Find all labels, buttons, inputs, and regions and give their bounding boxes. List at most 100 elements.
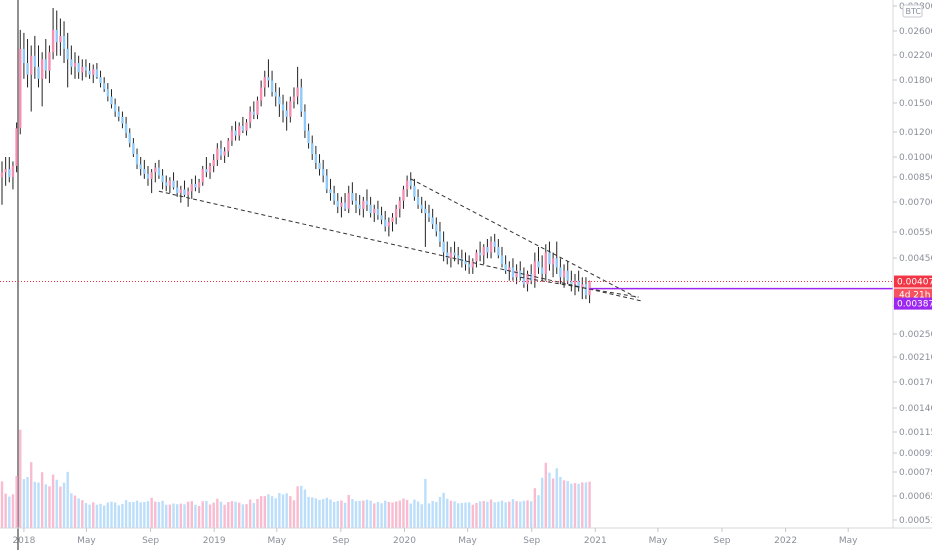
volume-bar [110,501,113,528]
y-tick-label: 0.000530 [899,516,932,526]
volume-bar [369,500,372,528]
candle-body [449,252,453,259]
x-tick-label: 2022 [774,536,797,546]
y-tick-label: 0.005500 [899,228,932,238]
candle-body [362,200,365,209]
volume-bar [219,501,223,528]
candle-body [66,48,69,60]
candle-body [347,193,350,209]
candle-body [161,175,164,183]
x-tick-label: 2018 [12,536,35,546]
candle-body [504,264,507,271]
volume-bar [555,468,558,528]
volume-bar [143,501,146,528]
h-line-value: 0.003877 [897,300,932,310]
volume-bar [165,504,168,528]
volume-bar [446,498,449,528]
candle-body [289,101,292,117]
x-tick-label: 2020 [393,536,416,546]
volume-bar [146,501,150,528]
volume-bar [311,497,314,528]
volume-bar [562,480,566,528]
volume-bar [139,502,142,528]
volume-bar [73,495,77,528]
candle-body [497,246,500,256]
candle-body [285,110,288,117]
candle-body [416,196,420,205]
support-trendline-2 [520,276,639,298]
volume-bar [77,498,80,528]
candle-body [62,35,66,49]
volume-bar [157,501,161,528]
candle-body [336,200,339,207]
time-axis[interactable]: 2018 May Sep 2019 May Sep 2020 May Sep 2021 May Sep… [0,527,932,546]
candle-body [351,193,354,201]
volume-bar [259,496,263,528]
symbol-badge [902,4,923,18]
volume-bar [402,498,405,528]
candle-body [581,284,584,288]
volume-bar [365,499,369,528]
volume-bar [351,499,354,528]
candle-body [29,55,33,75]
candle-body [493,241,496,247]
volume-bar [584,482,588,528]
candle-body [424,208,427,214]
y-tick-label: 0.004500 [899,254,932,264]
volume-bar [504,502,507,528]
candle-body [139,164,142,170]
volume-bar [314,498,318,528]
candle-body [227,140,230,152]
candle-body [478,252,482,256]
candle-body [303,111,307,131]
volume-bar [398,500,402,528]
volume-bar [500,500,504,528]
volume-bar [248,499,252,528]
volume-bar [245,504,248,528]
candle-body [270,80,274,92]
candle-body [318,162,321,170]
volume-bar [11,494,15,528]
candle-body [413,185,416,197]
candle-body [234,130,237,136]
y-tick-label: 0.007000 [899,198,932,208]
candle-body [281,104,285,111]
symbol-label: BTC [906,7,922,16]
volume-bar [376,501,380,528]
candle-body [435,224,438,232]
volume-bar [475,502,478,528]
candle-body [537,261,540,268]
y-tick-label: 0.010000 [899,153,932,163]
volume-bar [175,504,179,528]
volume-bar [281,494,285,528]
candle-body [369,204,372,214]
volume-bar [427,503,431,528]
price-axis[interactable]: 0.0280000.0260000.0220000.0180000.015000… [892,0,932,528]
volume-bar [179,503,183,528]
volume-bar [33,481,37,528]
volume-bar [183,504,186,528]
volume-bar [413,499,416,528]
volume-bar [168,504,172,528]
volume-bar [307,496,310,528]
candle-body [278,96,281,105]
volume-bar [197,505,201,528]
volume-bar [132,501,135,528]
volume-bar [420,504,423,528]
candle-body [533,261,537,281]
candle-body [311,143,314,155]
candle-body [88,70,91,75]
y-tick-label: 0.018000 [899,76,932,86]
candle-body [529,273,533,281]
candle-body [544,252,547,274]
volume-bar [358,500,361,528]
volume-bar [81,500,84,528]
candle-body [124,123,128,134]
candle-body [515,270,518,278]
candle-body [325,175,329,190]
candle-body [380,215,383,220]
volume-bar [99,503,102,528]
candle-body [4,169,7,173]
